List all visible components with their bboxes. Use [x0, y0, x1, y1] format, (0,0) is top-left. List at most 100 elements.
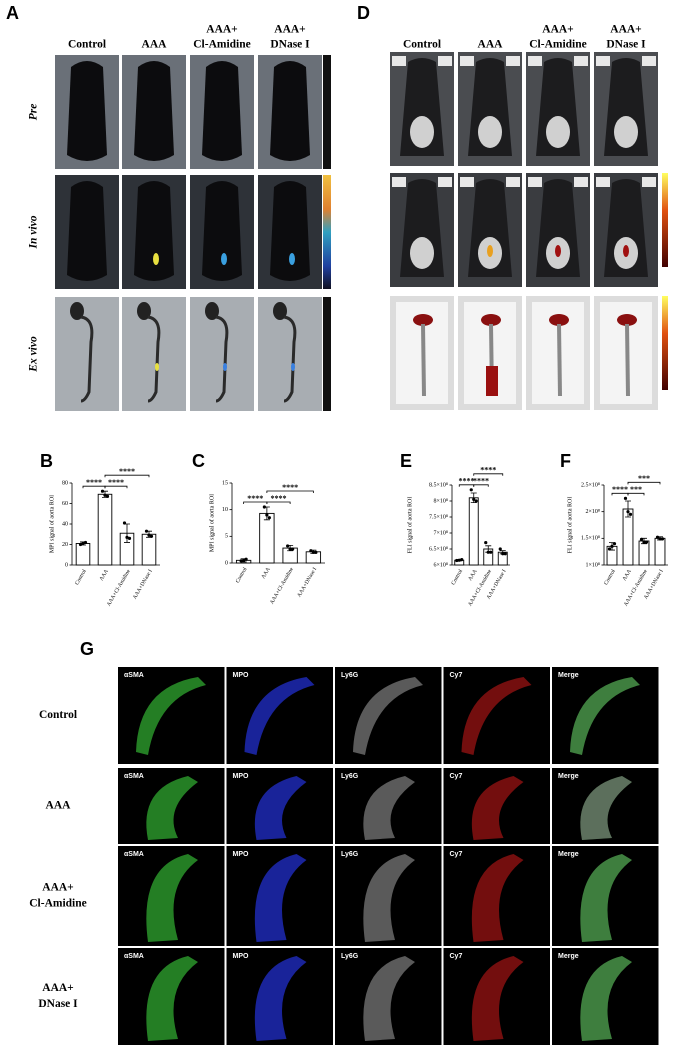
signal-spot [153, 253, 159, 265]
x-tick-label: Control [450, 568, 464, 586]
micrograph [443, 667, 550, 764]
channel-label: Merge [558, 953, 579, 960]
tape [460, 177, 474, 187]
column-label: AAA [478, 39, 504, 51]
significance-label: **** [108, 478, 124, 487]
significance-bracket [627, 492, 645, 496]
data-point [265, 513, 269, 517]
data-point [309, 549, 313, 553]
column-label: AAA+ [274, 24, 305, 36]
column-label: AAA+ [610, 24, 641, 36]
significance-bracket [266, 501, 291, 504]
data-point [642, 540, 646, 544]
panel-label: F [560, 451, 571, 471]
tissue [254, 956, 307, 1041]
y-tick-label: 8×10⁸ [434, 498, 448, 504]
y-tick-label: 60 [62, 501, 68, 507]
column-label: AAA [142, 39, 168, 51]
x-tick-label: AAA+Cl-Amidine [106, 568, 132, 607]
y-tick-label: 8.5×10⁸ [429, 482, 448, 488]
tissue-overlay [580, 854, 632, 942]
mouse [270, 61, 310, 161]
tissue [353, 677, 423, 755]
mouse [134, 61, 174, 161]
heart [205, 302, 219, 320]
tape [460, 56, 474, 66]
x-tick-label: AAA [261, 567, 272, 580]
column-label: DNase I [606, 39, 646, 51]
tape [574, 177, 588, 187]
image [55, 297, 119, 411]
panel-label: C [192, 451, 205, 471]
tape [392, 56, 406, 66]
significance-label: **** [271, 494, 287, 503]
y-axis-label: FLI signal of aorta ROI [566, 497, 573, 554]
data-point [610, 544, 614, 548]
data-point [311, 550, 315, 554]
signal-spot [291, 363, 295, 371]
channel-label: αSMA [124, 851, 144, 858]
data-point [83, 540, 88, 545]
data-point [655, 535, 660, 539]
channel-label: αSMA [124, 953, 144, 960]
y-tick-label: 5 [225, 534, 228, 540]
tape [574, 56, 588, 66]
panel-label: G [80, 639, 94, 659]
channel-label: Cy7 [450, 672, 463, 679]
data-point [244, 557, 248, 561]
tissue [580, 956, 632, 1041]
data-point [639, 537, 644, 542]
data-point [484, 541, 488, 545]
mouse [67, 61, 107, 161]
tape [392, 177, 406, 187]
x-tick-label: AAA+Cl-Amidine [269, 566, 295, 605]
channel-label: Merge [558, 851, 579, 858]
data-point [103, 493, 107, 497]
tissue [254, 776, 307, 840]
data-point [607, 547, 612, 551]
data-point [125, 535, 129, 539]
tissue [363, 854, 415, 942]
belly [410, 116, 434, 148]
row-label: Pre [28, 104, 40, 121]
x-tick-label: AAA+DNase I [296, 566, 318, 598]
significance-bracket [104, 474, 150, 478]
tape [642, 177, 656, 187]
column-label: AAA+ [206, 24, 237, 36]
belly [410, 237, 434, 269]
aorta [557, 323, 562, 397]
colorbar [323, 297, 331, 411]
colorbar [323, 175, 331, 289]
belly [614, 116, 638, 148]
significance-label: *** [630, 485, 642, 494]
heart [413, 314, 433, 326]
signal-spot [623, 245, 629, 257]
row-label: AAA+ [42, 982, 73, 994]
tape [438, 56, 452, 66]
y-axis-label: MPI signal of aorta ROI [48, 495, 55, 553]
data-point [498, 547, 502, 551]
tissue [363, 776, 415, 840]
bar [97, 493, 113, 566]
data-point [288, 547, 292, 551]
mouse [67, 181, 107, 281]
signal-spot [155, 363, 159, 371]
data-point [626, 510, 630, 514]
x-tick-label: AAA [622, 569, 633, 582]
signal-spot [223, 363, 227, 371]
tape [642, 56, 656, 66]
data-point [81, 541, 85, 546]
tissue [580, 854, 632, 942]
column-label: AAA+ [542, 24, 573, 36]
significance-bracket [473, 484, 489, 487]
channel-label: Cy7 [450, 953, 463, 960]
y-tick-label: 6.5×10⁸ [429, 546, 448, 552]
data-point [147, 533, 151, 537]
y-axis-label: MPI signal of aorta ROI [208, 494, 215, 552]
channel-label: αSMA [124, 773, 144, 780]
x-tick-label: AAA+DNase I [132, 568, 154, 600]
data-point [127, 536, 132, 540]
data-point [660, 537, 665, 541]
